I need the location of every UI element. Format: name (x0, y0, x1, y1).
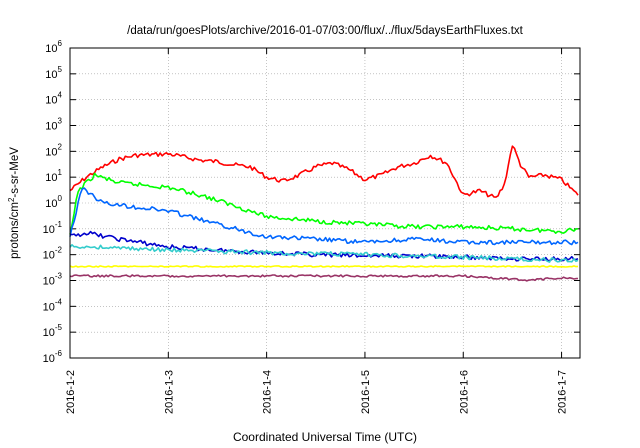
series-line-6 (69, 265, 579, 268)
x-tick-label: 2016-1-7 (557, 370, 569, 414)
series-line-1 (69, 145, 579, 198)
x-tick-label: 2016-1-5 (360, 370, 372, 414)
x-tick-label: 2016-1-3 (163, 370, 175, 414)
x-axis-label: Coordinated Universal Time (UTC) (233, 430, 417, 444)
series-line-4 (70, 230, 579, 262)
series-line-2 (69, 172, 579, 235)
x-tick-label: 2016-1-2 (65, 370, 77, 414)
grid-lines (69, 47, 580, 359)
series-line-3 (69, 187, 579, 246)
y-tick-label: 101 (45, 168, 62, 184)
y-tick-label: 104 (45, 91, 62, 107)
y-tick-label: 106 (45, 39, 62, 55)
plot-frame (69, 47, 581, 359)
y-tick-label: 10-6 (43, 349, 63, 365)
y-tick-label: 10-2 (43, 246, 63, 262)
y-tick-labels: 106 105 104 103 102 101 100 10-1 10-2 10-3 10-4 10-… (43, 39, 63, 365)
chart-title: /data/run/goesPlots/archive/2016-01-07/0… (127, 25, 523, 37)
x-tick-label: 2016-1-4 (262, 370, 274, 414)
y-tick-label: 10-4 (43, 297, 63, 313)
series-group (69, 145, 579, 282)
y-tick-label: 102 (45, 142, 62, 158)
series-line-5 (69, 244, 579, 263)
y-tick-label: 10-3 (43, 272, 63, 288)
y-tick-label: 100 (45, 194, 62, 210)
x-tick-label: 2016-1-6 (458, 370, 470, 414)
y-tick-label: 105 (45, 65, 62, 81)
y-axis-label: protons/cm2-s-sr-MeV (7, 147, 22, 259)
series-line-7 (69, 274, 579, 282)
y-tick-label: 10-1 (43, 220, 63, 236)
y-tick-label: 103 (45, 117, 62, 133)
x-tick-labels: 2016-1-2 2016-1-3 2016-1-4 2016-1-5 2016-1-6… (65, 370, 569, 414)
y-tick-label: 10-5 (43, 323, 63, 339)
